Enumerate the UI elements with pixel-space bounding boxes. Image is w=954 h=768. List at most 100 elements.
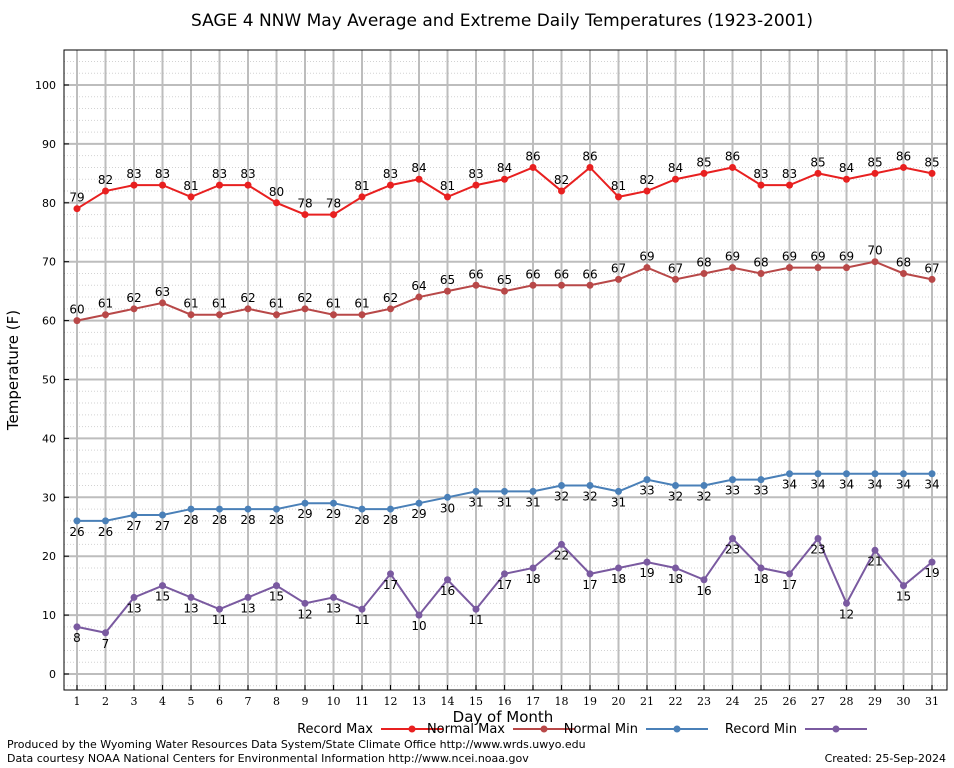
data-label-normal-max: 68 xyxy=(753,255,768,269)
data-label-normal-max: 62 xyxy=(240,291,255,305)
x-tick-label: 31 xyxy=(925,695,939,708)
data-point-record-min xyxy=(330,593,337,601)
data-label-normal-min: 27 xyxy=(155,519,170,533)
data-label-normal-max: 60 xyxy=(69,303,84,317)
x-axis-label: Day of Month xyxy=(453,708,554,726)
data-point-record-max xyxy=(700,169,708,177)
data-point-record-min xyxy=(871,546,879,554)
data-label-record-max: 85 xyxy=(867,155,882,169)
data-label-record-max: 78 xyxy=(326,197,341,211)
data-point-record-min xyxy=(700,576,708,584)
x-tick-label: 30 xyxy=(897,695,911,708)
data-point-normal-min xyxy=(301,499,309,507)
data-point-normal-max xyxy=(586,281,594,289)
data-point-record-max xyxy=(586,163,594,171)
data-label-normal-max: 66 xyxy=(525,267,540,281)
x-tick-label: 2 xyxy=(102,695,109,708)
x-tick-label: 16 xyxy=(498,695,512,708)
data-label-record-min: 8 xyxy=(73,631,81,645)
data-point-record-min xyxy=(586,570,594,578)
data-label-record-max: 83 xyxy=(383,167,398,181)
data-label-record-max: 84 xyxy=(668,161,683,175)
y-tick-label: 100 xyxy=(35,79,56,92)
data-label-record-max: 85 xyxy=(696,155,711,169)
data-point-record-min xyxy=(615,564,622,572)
data-point-normal-min xyxy=(672,482,679,490)
data-label-record-min: 13 xyxy=(126,601,141,615)
data-label-record-min: 18 xyxy=(525,572,540,586)
data-point-record-min xyxy=(928,558,936,566)
x-tick-label: 15 xyxy=(469,695,483,708)
data-label-record-min: 18 xyxy=(611,572,626,586)
y-tick-label: 70 xyxy=(42,256,56,269)
data-label-record-min: 21 xyxy=(867,554,882,568)
data-label-normal-min: 32 xyxy=(696,490,711,504)
data-point-record-min xyxy=(187,593,195,601)
data-point-record-max xyxy=(928,169,936,177)
data-label-record-min: 19 xyxy=(924,566,939,580)
data-point-record-max xyxy=(387,181,394,189)
y-tick-label: 90 xyxy=(42,138,56,151)
legend-item-record-max: Record Max xyxy=(297,722,443,737)
data-label-normal-max: 69 xyxy=(782,250,797,264)
data-point-record-min xyxy=(843,599,850,607)
x-tick-label: 12 xyxy=(384,695,398,708)
legend-swatch-marker xyxy=(408,725,416,733)
data-label-normal-max: 66 xyxy=(582,267,597,281)
data-label-normal-min: 34 xyxy=(810,478,825,492)
data-point-normal-max xyxy=(757,269,765,277)
data-point-record-max xyxy=(643,187,651,195)
data-point-record-max xyxy=(415,175,423,183)
data-point-normal-max xyxy=(415,293,423,301)
data-point-record-max xyxy=(244,181,252,189)
data-label-normal-min: 33 xyxy=(639,484,654,498)
x-tick-label: 3 xyxy=(131,695,138,708)
data-point-normal-max xyxy=(102,311,109,319)
grid xyxy=(64,50,947,690)
data-point-normal-min xyxy=(871,470,879,478)
data-label-normal-min: 28 xyxy=(240,513,255,527)
data-point-normal-max xyxy=(216,311,223,319)
legend-item-normal-max: Normal Max xyxy=(427,722,575,737)
data-point-normal-min xyxy=(387,505,394,513)
data-point-record-min xyxy=(301,599,309,607)
data-point-record-min xyxy=(444,576,451,584)
y-tick-label: 80 xyxy=(42,197,56,210)
data-label-record-min: 13 xyxy=(240,601,255,615)
data-point-normal-min xyxy=(900,470,907,478)
data-label-normal-max: 66 xyxy=(468,267,483,281)
data-point-record-min xyxy=(558,540,565,548)
data-label-normal-max: 61 xyxy=(98,297,113,311)
data-point-record-min xyxy=(102,629,109,637)
data-point-record-min xyxy=(415,611,423,619)
data-point-record-min xyxy=(216,605,223,613)
data-label-normal-min: 32 xyxy=(668,490,683,504)
data-label-normal-min: 34 xyxy=(867,478,882,492)
y-axis-label: Temperature (F) xyxy=(4,310,22,431)
data-label-normal-max: 65 xyxy=(497,273,512,287)
x-tick-label: 21 xyxy=(640,695,654,708)
data-point-normal-min xyxy=(814,470,822,478)
data-point-record-min xyxy=(529,564,537,572)
y-tick-label: 20 xyxy=(42,550,56,563)
data-label-record-max: 82 xyxy=(639,173,654,187)
x-tick-label: 8 xyxy=(273,695,280,708)
data-label-record-min: 15 xyxy=(896,590,911,604)
data-point-normal-min xyxy=(786,470,793,478)
data-label-normal-max: 69 xyxy=(725,250,740,264)
data-label-normal-max: 67 xyxy=(668,261,683,275)
data-label-normal-min: 33 xyxy=(725,484,740,498)
data-label-record-min: 23 xyxy=(810,543,825,557)
data-point-normal-min xyxy=(472,487,480,495)
data-point-normal-max xyxy=(159,299,166,307)
series-normal-min: 26 26 27 27 28 28 28 28 29 29 28 28 29 30 31 31 31 32 32 31… xyxy=(69,470,940,539)
data-point-record-max xyxy=(472,181,480,189)
data-label-normal-min: 31 xyxy=(611,495,626,509)
data-label-normal-max: 61 xyxy=(212,297,227,311)
data-point-normal-max xyxy=(330,311,337,319)
data-point-normal-min xyxy=(843,470,850,478)
data-label-record-min: 12 xyxy=(297,607,312,621)
data-point-normal-max xyxy=(187,311,195,319)
data-point-normal-max xyxy=(928,275,936,283)
